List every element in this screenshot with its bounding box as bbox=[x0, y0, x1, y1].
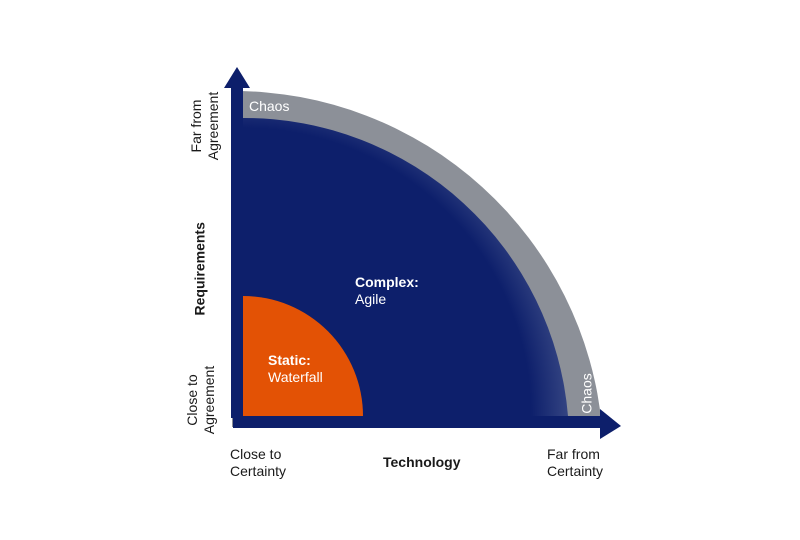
x-axis-high-line2: Certainty bbox=[547, 463, 604, 479]
complex-title: Complex: bbox=[355, 274, 419, 290]
x-axis-title: Technology bbox=[383, 454, 461, 470]
complex-subtitle: Agile bbox=[355, 291, 387, 307]
chaos-label-right: Chaos bbox=[578, 373, 595, 414]
y-axis-low-line1: Close to bbox=[184, 374, 200, 426]
y-axis-arrow bbox=[224, 67, 250, 88]
x-axis-high-label: Far from Certainty bbox=[547, 446, 603, 480]
x-axis-low-line1: Close to bbox=[230, 446, 282, 462]
y-axis-high-line1: Far from bbox=[188, 99, 204, 153]
x-axis-arrow bbox=[600, 409, 621, 439]
chaos-label-top: Chaos bbox=[249, 98, 290, 114]
y-axis-title: Requirements bbox=[191, 222, 208, 316]
y-axis-low-line2: Agreement bbox=[201, 365, 217, 435]
static-subtitle: Waterfall bbox=[268, 369, 323, 385]
x-axis-low-line2: Certainty bbox=[230, 463, 287, 479]
y-axis-high-label: Far from Agreement bbox=[188, 81, 222, 171]
x-axis-high-line1: Far from bbox=[547, 446, 600, 462]
static-zone bbox=[243, 296, 363, 416]
y-axis-line bbox=[231, 86, 243, 418]
y-axis-high-line2: Agreement bbox=[205, 91, 221, 161]
y-axis-low-label: Close to Agreement bbox=[184, 355, 218, 445]
x-axis-line bbox=[233, 416, 603, 428]
static-title: Static: bbox=[268, 352, 311, 368]
x-axis-low-label: Close to Certainty bbox=[230, 446, 286, 480]
